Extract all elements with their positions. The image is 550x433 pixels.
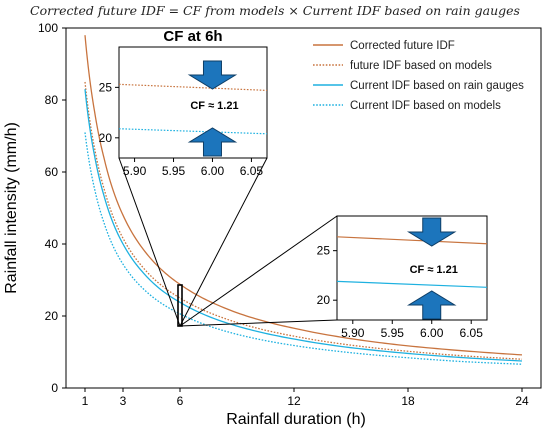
x-tick-label-12: 12 — [287, 394, 301, 408]
arrow-up-icon — [187, 127, 238, 157]
x-tick-label-3: 3 — [120, 394, 127, 408]
inset-x-tick-label-6.05: 6.05 — [460, 326, 484, 340]
legend-label-current-idf-based-on-models: Current IDF based on models — [350, 100, 501, 112]
zoom-connector-top-0 — [118, 157, 181, 327]
y-tick-label-20: 20 — [45, 309, 59, 323]
zoom-connector-group — [118, 157, 338, 327]
legend-label-current-idf-based-on-rain-gauges: Current IDF based on rain gauges — [350, 80, 524, 92]
y-tick-label-60: 60 — [45, 165, 59, 179]
legend-label-corrected-future-idf: Corrected future IDF — [350, 40, 455, 52]
y-tick-label-100: 100 — [38, 21, 58, 35]
inset-y-tick-label-25: 25 — [99, 80, 113, 94]
y-tick-label-40: 40 — [45, 237, 59, 251]
inset-x-tick-label-5.95: 5.95 — [162, 164, 186, 178]
inset-y-tick-label-20: 20 — [99, 131, 113, 145]
inset-top: CF at 6h 5.90 5.95 6.00 6.05 20 25 CF ≈ 1.21 — [99, 28, 268, 178]
inset-y-tick-label-25: 25 — [317, 244, 331, 258]
arrow-up-icon — [406, 290, 457, 320]
inset-x-tick-label-6.05: 6.05 — [240, 164, 264, 178]
zoom-connector-bottom-0 — [179, 215, 338, 327]
cf-annotation: CF ≈ 1.21 — [190, 100, 238, 112]
inset-y-tick-label-20: 20 — [317, 293, 331, 307]
inset-x-tick-label-5.95: 5.95 — [381, 326, 405, 340]
x-tick-label-6: 6 — [177, 394, 184, 408]
inset-x-tick-label-6.00: 6.00 — [201, 164, 225, 178]
zoom-connector-top-1 — [179, 157, 268, 327]
inset-x-tick-label-6.00: 6.00 — [420, 326, 444, 340]
inset-title: CF at 6h — [163, 28, 222, 45]
formula-title: Corrected future IDF = CF from models × … — [30, 3, 520, 18]
y-axis-title: Rainfall intensity (mm/h) — [3, 122, 20, 294]
series-line-future-idf-based-on-models — [84, 81, 523, 360]
y-tick-label-0: 0 — [51, 381, 58, 395]
legend: Corrected future IDF future IDF based on … — [313, 40, 524, 112]
legend-label-future-idf-based-on-models: future IDF based on models — [350, 60, 492, 72]
zoom-connector-bottom-1 — [179, 319, 338, 327]
series-line-current-idf-based-on-models — [84, 132, 523, 365]
inset-line-current-idf-based-on-rain-gauges — [336, 280, 488, 288]
arrow-down-icon — [187, 60, 238, 90]
inset-line-future-idf-based-on-models — [118, 83, 268, 91]
plot-frame — [65, 27, 542, 389]
cf-annotation: CF ≈ 1.21 — [410, 264, 458, 276]
y-tick-label-80: 80 — [45, 93, 59, 107]
series-line-corrected-future-idf — [84, 35, 523, 356]
zoom-region-marker — [177, 284, 183, 327]
inset-line-current-idf-based-on-models — [118, 128, 268, 135]
inset-x-tick-label-5.90: 5.90 — [341, 326, 365, 340]
x-axis-title: Rainfall duration (h) — [226, 411, 366, 428]
axis-ticks-group: 1 3 6 12 18 24 0 20 40 60 80 100 — [38, 21, 529, 408]
arrow-down-icon — [406, 217, 457, 247]
x-tick-label-1: 1 — [82, 394, 89, 408]
x-tick-label-18: 18 — [401, 394, 415, 408]
inset-line-corrected-future-idf — [336, 236, 488, 245]
inset-x-tick-label-5.90: 5.90 — [123, 164, 147, 178]
x-tick-label-24: 24 — [515, 394, 529, 408]
inset-bottom: 5.90 5.95 6.00 6.05 20 25 CF ≈ 1.21 — [317, 215, 488, 340]
